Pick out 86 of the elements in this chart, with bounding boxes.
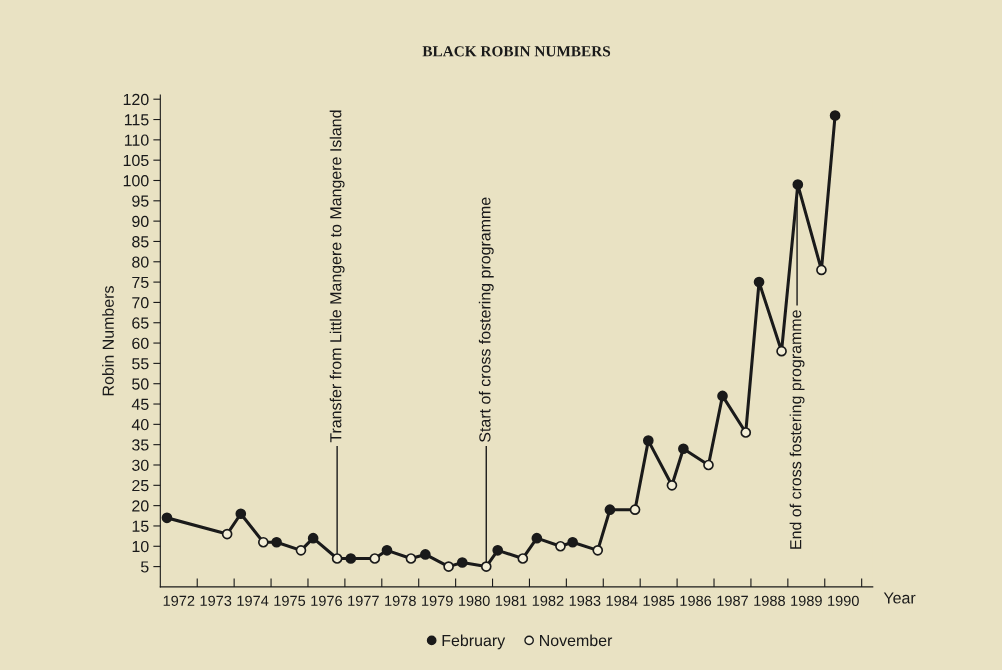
x-axis-title: Year (883, 592, 916, 604)
point (666, 479, 678, 491)
ref-line-label: Transfer from Little Mangere to Mangere Island (329, 110, 345, 443)
x-tick-label: 1972 (163, 595, 195, 606)
point (531, 532, 543, 544)
ref-line-label: Start of cross fostering programme (478, 197, 494, 442)
x-tick-label: 1974 (237, 595, 269, 606)
point (592, 545, 604, 556)
point (567, 536, 578, 548)
y-tick-label: 35 (132, 439, 149, 451)
point (331, 553, 343, 564)
y-tick-label: 85 (132, 236, 149, 248)
point (420, 549, 431, 560)
chart-title: BLACK ROBIN NUMBERS (422, 46, 611, 57)
point (642, 435, 654, 446)
point (235, 508, 247, 520)
point (717, 390, 728, 402)
x-tick-label: 1978 (385, 595, 416, 606)
x-tick-label: 1977 (348, 595, 379, 606)
y-tick-label: 5 (140, 561, 149, 573)
point (753, 276, 765, 288)
y-tick-label: 70 (132, 297, 149, 309)
point (381, 545, 393, 556)
y-tick-label: 90 (132, 215, 149, 228)
point (829, 110, 841, 121)
point (443, 561, 454, 572)
point (678, 443, 689, 455)
point (776, 345, 787, 357)
y-tick-label: 105 (123, 154, 149, 167)
point (369, 553, 381, 564)
y-tick-label: 60 (132, 337, 149, 350)
y-tick-label: 65 (132, 317, 149, 329)
ref-line-label: End of cross fostering programme (789, 310, 805, 549)
point (492, 545, 504, 556)
x-tick-label: 1986 (680, 595, 712, 606)
y-tick-label: 10 (132, 540, 149, 553)
point (271, 536, 282, 548)
x-tick-label: 1983 (569, 595, 601, 606)
x-tick-label: 1981 (495, 595, 527, 606)
legend-label: November (540, 634, 613, 647)
x-tick-label: 1985 (643, 595, 675, 606)
point (792, 179, 804, 190)
x-tick-label: 1990 (828, 595, 859, 606)
legend-label: February (442, 634, 506, 650)
y-tick-label: 15 (132, 520, 149, 532)
point (456, 557, 468, 568)
y-tick-label: 75 (132, 276, 149, 289)
y-tick-label: 50 (132, 378, 149, 390)
x-tick-label: 1976 (311, 595, 343, 606)
y-tick-label: 100 (123, 175, 149, 187)
point (345, 553, 357, 564)
y-tick-label: 110 (124, 134, 149, 146)
point (405, 553, 417, 564)
x-tick-label: 1989 (791, 595, 822, 606)
y-tick-label: 20 (132, 500, 149, 512)
point (307, 532, 319, 544)
point (161, 512, 173, 524)
y-tick-label: 95 (132, 195, 149, 207)
x-tick-label: 1979 (422, 595, 453, 606)
x-tick-label: 1973 (200, 595, 232, 606)
point (295, 545, 307, 556)
y-tick-label: 25 (132, 479, 149, 492)
point (517, 553, 529, 564)
y-tick-label: 115 (124, 114, 149, 126)
x-tick-label: 1988 (754, 595, 785, 606)
x-tick-label: 1984 (606, 595, 638, 606)
point (257, 536, 269, 548)
y-tick-label: 30 (132, 459, 149, 471)
point (740, 427, 752, 438)
point (480, 561, 492, 572)
point (703, 459, 714, 471)
y-tick-label: 45 (131, 398, 149, 410)
x-tick-label: 1987 (717, 595, 748, 606)
point (816, 264, 827, 276)
y-tick-label: 55 (132, 358, 149, 370)
x-tick-label: 1982 (532, 595, 564, 606)
x-tick-label: 1975 (274, 595, 306, 606)
point (629, 504, 641, 516)
y-tick-label: 40 (131, 418, 149, 431)
y-tick-label: 120 (123, 93, 149, 106)
point (555, 540, 566, 552)
point (221, 528, 233, 540)
y-axis-title: Robin Numbers (102, 286, 114, 396)
point (604, 504, 616, 516)
y-tick-label: 80 (132, 256, 149, 268)
x-tick-label: 1980 (458, 595, 490, 606)
